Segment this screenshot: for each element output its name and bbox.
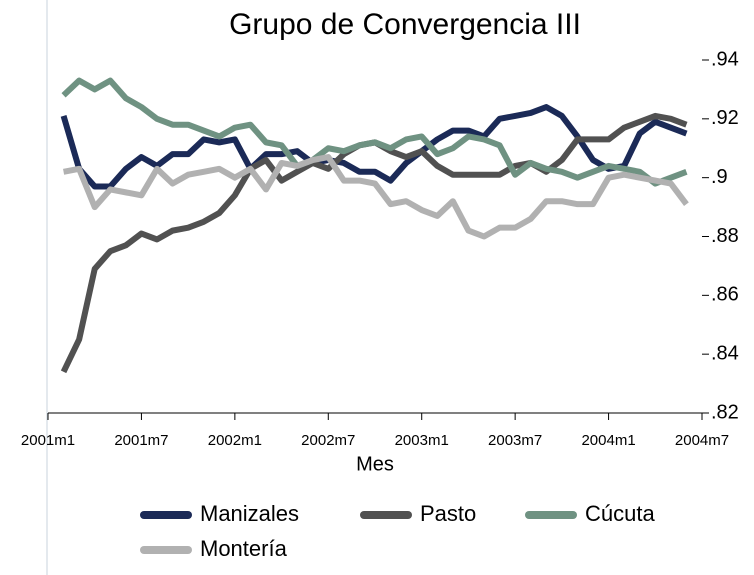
x-tick-label: 2004m7 [675,432,729,449]
x-tick-label: 2002m1 [208,432,262,449]
x-tick-label: 2001m7 [114,432,168,449]
x-tick-label: 2004m1 [581,432,635,449]
series-line [60,104,688,190]
y-tick-label: .94 [711,48,739,70]
legend-label: Montería [200,536,288,561]
x-axis-label: Mes [356,453,394,475]
x-tick-label: 2003m1 [395,432,449,449]
x-tick-label: 2001m1 [21,432,75,449]
x-tick-label: 2003m7 [488,432,542,449]
series-line [60,112,688,374]
legend-label: Cúcuta [585,501,655,526]
y-tick-label: .84 [711,342,739,364]
y-tick-label: .92 [711,107,739,129]
series-line [61,77,688,187]
series-line [63,154,689,240]
y-tick-label: .86 [711,284,739,306]
legend-label: Manizales [200,501,299,526]
y-tick-label: .88 [711,225,739,247]
legend-label: Pasto [420,501,476,526]
chart-title: Grupo de Convergencia III [229,8,581,41]
x-tick-label: 2002m7 [301,432,355,449]
y-tick-label: .9 [711,166,728,188]
y-tick-label: .82 [711,401,739,423]
